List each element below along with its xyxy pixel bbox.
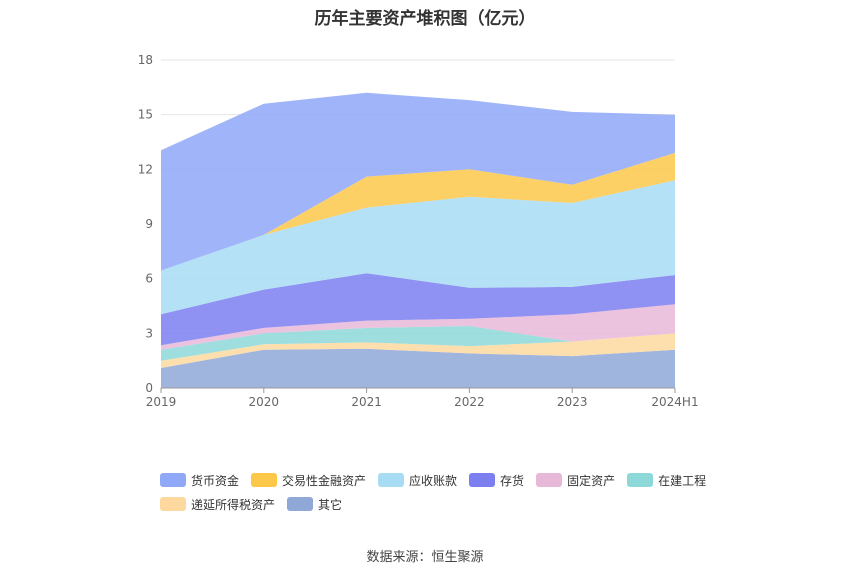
area-series-3: [161, 304, 675, 350]
axes: 0 3 6 9 12 15 18 2019 2020 2021 2022 2023 2024H1: [138, 53, 699, 409]
y-tick-label: 15: [138, 108, 153, 122]
legend-label: 存货: [500, 473, 525, 488]
x-tick-label: 2019: [146, 395, 177, 409]
legend-swatch: [251, 473, 278, 487]
legend-item[interactable]: 货币资金: [160, 472, 239, 488]
legend-item[interactable]: 固定资产: [536, 472, 615, 488]
legend-swatch: [627, 473, 654, 487]
legend-label: 递延所得税资产: [191, 497, 276, 512]
legend-label: 在建工程: [658, 473, 707, 488]
y-tick-label: 3: [145, 326, 153, 340]
area-series-2: [161, 326, 675, 361]
legend-label: 货币资金: [191, 473, 240, 488]
legend-swatch: [469, 473, 496, 487]
data-source-note: 数据来源：恒生聚源: [366, 550, 484, 565]
y-tick-label: 9: [145, 217, 153, 231]
legend-item[interactable]: 交易性金融资产: [251, 472, 366, 488]
chart-legend: 货币资金 交易性金融资产 应收账款 存货 固定资产 在建工程递延所得税资产 其它: [160, 472, 720, 512]
y-tick-label: 6: [145, 272, 153, 286]
y-tick-label: 0: [145, 381, 153, 395]
y-tick-label: 18: [138, 53, 153, 67]
legend-swatch: [536, 473, 563, 487]
legend-item[interactable]: 在建工程: [627, 472, 706, 488]
area-series: [161, 92, 675, 388]
legend-item[interactable]: 其它: [287, 496, 342, 512]
area-series-1: [161, 333, 675, 368]
legend-swatch: [160, 497, 186, 511]
x-tick-label: 2021: [351, 395, 382, 409]
x-tick-label: 2024H1: [651, 395, 698, 409]
x-tick-label: 2022: [454, 395, 485, 409]
area-series-7: [161, 92, 675, 271]
y-tick-label: 12: [138, 162, 153, 176]
legend-label: 交易性金融资产: [282, 473, 367, 488]
x-tick-label: 2020: [249, 395, 280, 409]
legend-swatch: [287, 497, 314, 511]
legend-label: 应收账款: [409, 473, 458, 488]
x-tick-label: 2023: [557, 395, 588, 409]
stacked-area-chart: 0 3 6 9 12 15 18 2019 2020 2021 2022 2023 2024H1: [138, 53, 699, 409]
legend-label: 固定资产: [567, 473, 616, 488]
chart-title: 历年主要资产堆积图（亿元）: [314, 9, 536, 29]
area-series-6: [161, 152, 675, 271]
legend-item[interactable]: 存货: [469, 472, 524, 488]
area-series-0: [161, 348, 675, 388]
legend-swatch: [378, 473, 405, 487]
area-series-5: [161, 180, 675, 315]
legend-item[interactable]: 递延所得税资产: [160, 496, 275, 512]
legend-swatch: [160, 473, 186, 487]
legend-label: 其它: [318, 497, 343, 512]
legend-item[interactable]: 应收账款: [378, 472, 457, 488]
area-series-4: [161, 273, 675, 346]
